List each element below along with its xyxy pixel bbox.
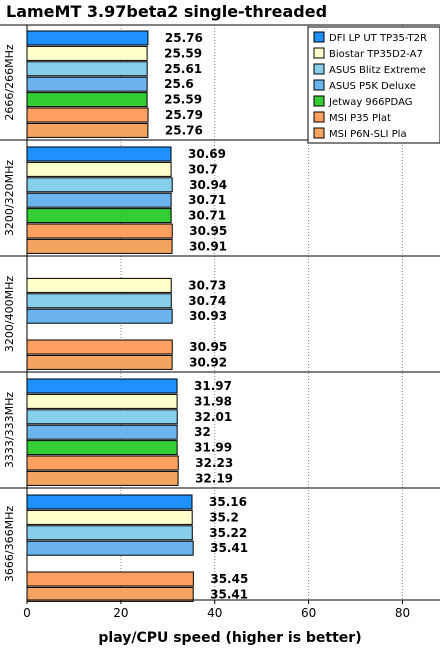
bar-value-label: 30.73 bbox=[188, 278, 226, 292]
bar-value-label: 25.6 bbox=[164, 77, 194, 91]
bar-value-label: 25.76 bbox=[165, 123, 203, 137]
legend-swatch bbox=[313, 95, 325, 107]
legend-label: MSI P35 Plat bbox=[329, 113, 391, 124]
bar bbox=[26, 354, 173, 370]
bar-value-label: 30.94 bbox=[189, 178, 227, 192]
bar bbox=[26, 525, 193, 541]
legend-label: ASUS P5K Deluxe bbox=[329, 81, 416, 92]
bar-value-label: 31.97 bbox=[194, 379, 232, 393]
bar bbox=[26, 208, 172, 224]
bar-value-label: 35.45 bbox=[210, 572, 248, 586]
bar-value-label: 32.23 bbox=[195, 456, 233, 470]
legend-box bbox=[307, 26, 440, 144]
bar bbox=[26, 223, 173, 239]
x-axis-title: play/CPU speed (higher is better) bbox=[98, 630, 361, 646]
bar bbox=[26, 161, 172, 177]
bar bbox=[26, 238, 173, 254]
bar bbox=[26, 540, 194, 556]
bar bbox=[26, 45, 148, 61]
bar bbox=[26, 455, 179, 471]
value-labels-layer: 25.7625.5925.6125.625.5925.7925.7630.693… bbox=[164, 31, 248, 601]
bar-value-label: 30.69 bbox=[188, 147, 226, 161]
bar-value-label: 35.41 bbox=[210, 541, 248, 555]
bar-value-label: 30.71 bbox=[188, 193, 226, 207]
legend-swatch bbox=[313, 63, 325, 75]
legend-swatch bbox=[313, 79, 325, 91]
bar-value-label: 30.74 bbox=[188, 294, 226, 308]
legend-label: ASUS Blitz Extreme bbox=[329, 65, 426, 76]
legend: DFI LP UT TP35-T2R Biostar TP35D2-A7 ASUS … bbox=[307, 26, 440, 144]
group-label: 3200/320MHz bbox=[3, 160, 16, 236]
group-label: 3666/366MHz bbox=[3, 506, 16, 582]
bar bbox=[26, 494, 193, 510]
legend-swatch bbox=[313, 111, 325, 123]
bar bbox=[26, 470, 179, 486]
bar-value-label: 30.93 bbox=[189, 309, 227, 323]
bar bbox=[26, 424, 178, 440]
x-tick-label: 20 bbox=[113, 606, 128, 620]
bar bbox=[26, 192, 172, 208]
bar bbox=[26, 61, 148, 77]
bar bbox=[26, 586, 194, 602]
bar-value-label: 35.41 bbox=[210, 587, 248, 601]
bar bbox=[26, 277, 172, 293]
bar bbox=[26, 571, 194, 587]
group-label: 2666/266MHz bbox=[3, 44, 16, 120]
bar-value-label: 30.71 bbox=[188, 209, 226, 223]
bar-value-label: 30.92 bbox=[189, 355, 227, 369]
bar-value-label: 30.95 bbox=[189, 340, 227, 354]
bar bbox=[26, 177, 173, 193]
group-label: 3333/333MHz bbox=[3, 392, 16, 468]
bar-value-label: 25.61 bbox=[164, 62, 202, 76]
x-tick-label: 80 bbox=[395, 606, 410, 620]
bar bbox=[26, 92, 148, 108]
bar bbox=[26, 146, 172, 162]
bar bbox=[26, 393, 178, 409]
bar-value-label: 31.99 bbox=[194, 441, 232, 455]
bar bbox=[26, 339, 173, 355]
legend-swatch bbox=[313, 47, 325, 59]
bar-value-label: 31.98 bbox=[194, 394, 232, 408]
bar-value-label: 35.2 bbox=[209, 510, 239, 524]
bar-value-label: 35.16 bbox=[209, 495, 247, 509]
bar bbox=[26, 378, 178, 394]
legend-swatch bbox=[313, 31, 325, 43]
bar bbox=[26, 509, 193, 525]
bar-value-label: 32.01 bbox=[194, 410, 232, 424]
legend-label: MSI P6N-SLI Pla bbox=[329, 129, 407, 140]
bar-value-label: 30.95 bbox=[189, 224, 227, 238]
chart-title: LameMT 3.97beta2 single-threaded bbox=[6, 2, 327, 21]
bar-value-label: 25.79 bbox=[165, 108, 203, 122]
bar-value-label: 35.22 bbox=[209, 526, 247, 540]
x-tick-label: 60 bbox=[301, 606, 316, 620]
legend-label: Biostar TP35D2-A7 bbox=[329, 49, 423, 60]
bar bbox=[26, 293, 172, 309]
group-labels-layer: 2666/266MHz 3200/320MHz 3200/400MHz 3333/33… bbox=[3, 44, 16, 582]
bar-value-label: 32 bbox=[194, 425, 211, 439]
bar bbox=[26, 122, 149, 138]
bar-value-label: 25.59 bbox=[164, 93, 202, 107]
bar bbox=[26, 76, 148, 92]
bar bbox=[26, 308, 173, 324]
bar bbox=[26, 30, 149, 46]
bar-value-label: 25.76 bbox=[165, 31, 203, 45]
x-tick-label: 0 bbox=[23, 606, 31, 620]
legend-swatch bbox=[313, 127, 325, 139]
bar-value-label: 30.91 bbox=[189, 239, 227, 253]
x-tick-label: 40 bbox=[207, 606, 222, 620]
bar-value-label: 25.59 bbox=[164, 46, 202, 60]
bar bbox=[26, 107, 149, 123]
bar bbox=[26, 440, 178, 456]
bar-value-label: 32.19 bbox=[195, 471, 233, 485]
bar bbox=[26, 409, 178, 425]
group-label: 3200/400MHz bbox=[3, 276, 16, 352]
bar-value-label: 30.7 bbox=[188, 162, 218, 176]
legend-label: Jetway 966PDAG bbox=[328, 97, 412, 108]
legend-label: DFI LP UT TP35-T2R bbox=[329, 33, 427, 44]
